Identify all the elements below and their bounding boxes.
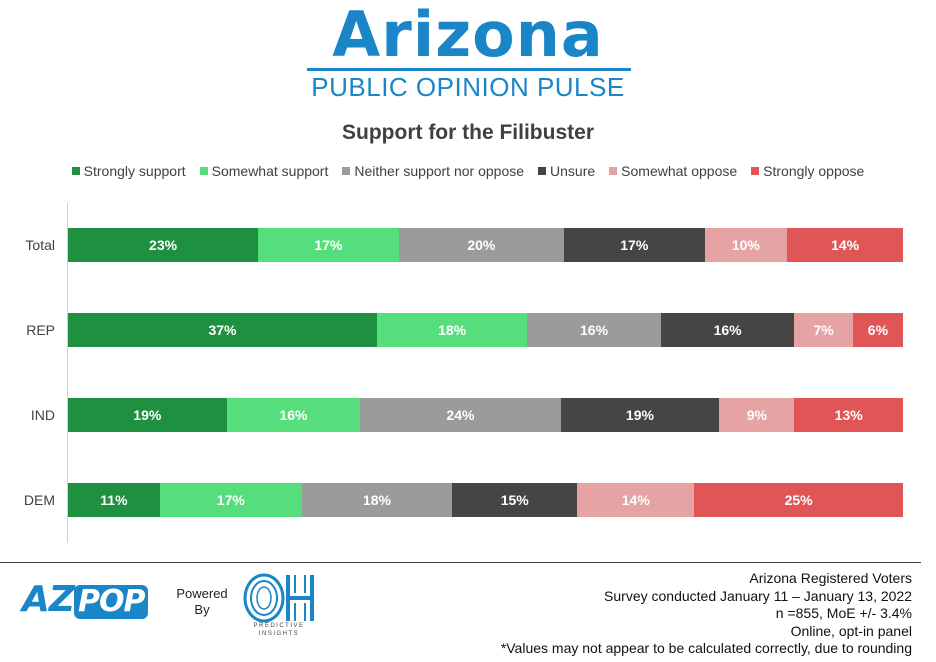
category-axis-line — [67, 203, 68, 543]
data-label: 19% — [133, 407, 162, 423]
bar-segment: 16% — [660, 313, 795, 347]
oh-logo-subtitle: PREDICTIVE INSIGHTS — [253, 623, 305, 637]
data-label: 9% — [746, 407, 767, 423]
powered-by-text: Powered By — [172, 586, 232, 618]
azpop-logo: AZ POP — [22, 579, 149, 620]
bar-segment: 9% — [719, 398, 795, 432]
data-label: 16% — [580, 322, 609, 338]
bar-segment: 37% — [68, 313, 377, 347]
legend-swatch — [199, 167, 208, 175]
legend-label: Somewhat support — [211, 163, 329, 179]
arizona-logo-subtitle: PUBLIC OPINION PULSE — [311, 72, 625, 102]
data-label: 18% — [362, 492, 391, 508]
legend-label: Neither support nor oppose — [354, 163, 525, 179]
bar-segment: 18% — [376, 313, 528, 347]
bar-row: 11% 17% 18% 15% 14% 25% — [68, 483, 903, 517]
powered-line: Powered — [176, 586, 228, 601]
category-label: DEM — [23, 492, 55, 508]
arizona-logo-title: Arizona — [332, 0, 604, 71]
bar-row: 23% 17% 20% 17% 10% 14% — [68, 228, 903, 262]
bar-segment: 11% — [68, 483, 160, 517]
bar-segment: 14% — [787, 228, 903, 262]
bar-row: 37% 18% 16% 16% 7% 6% — [68, 313, 903, 347]
data-label: 23% — [149, 237, 178, 253]
bar-segment: 16% — [527, 313, 661, 347]
chart-title: Support for the Filibuster — [342, 121, 594, 144]
data-label: 20% — [467, 237, 496, 253]
legend-label: Somewhat oppose — [621, 163, 738, 179]
bar-segment: 19% — [560, 398, 720, 432]
data-label: 37% — [208, 322, 237, 338]
bar-segment: 17% — [564, 228, 705, 262]
category-label: REP — [26, 322, 55, 338]
bar-segment: 13% — [794, 398, 903, 432]
legend-item: Unsure — [538, 163, 595, 179]
footer-divider — [0, 562, 921, 563]
bar-segment: 10% — [704, 228, 788, 262]
note-line: Online, opt-in panel — [790, 622, 912, 639]
data-label: 17% — [216, 492, 245, 508]
bar-segment: 25% — [694, 483, 903, 517]
oh-predictive-insights-logo — [243, 573, 314, 623]
legend-item: Strongly oppose — [751, 163, 864, 179]
data-label: 18% — [438, 322, 467, 338]
data-label: 16% — [713, 322, 742, 338]
data-label: 15% — [500, 492, 529, 508]
legend-item: Somewhat oppose — [609, 163, 737, 179]
legend-item: Strongly support — [71, 163, 186, 179]
data-label: 25% — [784, 492, 813, 508]
bar-segment: 23% — [68, 228, 259, 262]
data-label: 13% — [834, 407, 863, 423]
azpop-logo-az: AZ — [22, 579, 75, 620]
chart-legend: Strongly support Somewhat support Neither … — [0, 163, 936, 179]
legend-swatch — [71, 167, 80, 175]
logo-divider — [307, 68, 631, 71]
legend-swatch — [342, 167, 351, 175]
data-label: 14% — [831, 237, 860, 253]
legend-label: Unsure — [550, 163, 596, 179]
bar-segment: 17% — [159, 483, 302, 517]
legend-swatch — [538, 167, 547, 175]
bar-segment: 24% — [360, 398, 561, 432]
bar-segment: 19% — [68, 398, 227, 432]
legend-swatch — [751, 167, 760, 175]
data-label: 7% — [813, 322, 834, 338]
azpop-logo-pop: POP — [73, 585, 149, 619]
legend-swatch — [609, 167, 618, 175]
legend-label: Strongly oppose — [763, 163, 865, 179]
data-label: 6% — [867, 322, 889, 338]
bar-segment: 7% — [794, 313, 853, 347]
note-line: n =855, MoE +/- 3.4% — [775, 605, 912, 621]
legend-item: Somewhat support — [199, 163, 329, 179]
category-label: IND — [30, 407, 55, 423]
bar-segment: 18% — [301, 483, 453, 517]
category-label: Total — [25, 237, 55, 253]
data-label: 24% — [446, 407, 475, 423]
note-line: Survey conducted January 11 – January 13… — [604, 587, 912, 604]
bar-row: 19% 16% 24% 19% 9% 13% — [68, 398, 903, 432]
bar-segment: 17% — [258, 228, 399, 262]
data-label: 11% — [100, 492, 128, 508]
data-label: 17% — [314, 237, 343, 253]
note-line: *Values may not appear to be calculated … — [500, 640, 912, 656]
data-label: 14% — [621, 492, 650, 508]
bar-segment: 14% — [577, 483, 695, 517]
data-label: 17% — [620, 237, 649, 253]
legend-item: Neither support nor oppose — [342, 163, 524, 179]
survey-notes: Arizona Registered Voters Survey conduct… — [501, 570, 912, 658]
bar-segment: 6% — [852, 313, 903, 347]
bar-segment: 15% — [452, 483, 578, 517]
data-label: 16% — [279, 407, 308, 423]
data-label: 10% — [731, 237, 760, 253]
by-line: By — [194, 602, 210, 617]
note-line: Arizona Registered Voters — [749, 570, 912, 586]
data-label: 19% — [625, 407, 654, 423]
legend-label: Strongly support — [83, 163, 186, 179]
bar-segment: 16% — [226, 398, 361, 432]
bar-segment: 20% — [398, 228, 565, 262]
